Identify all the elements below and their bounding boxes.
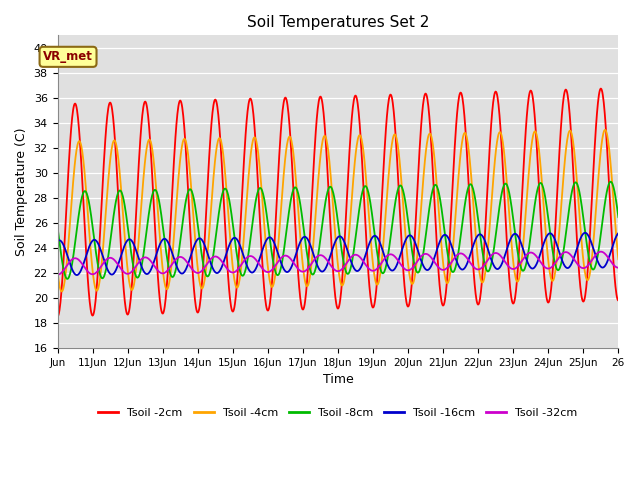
Title: Soil Temperatures Set 2: Soil Temperatures Set 2 [247,15,429,30]
Tsoil -2cm [492,89,499,95]
Tsoil -8cm [550,256,558,262]
Tsoil -16cm [581,230,589,236]
Tsoil -32cm [395,258,403,264]
Tsoil -16cm [116,258,124,264]
Tsoil -8cm [607,179,614,185]
Line: Tsoil -2cm: Tsoil -2cm [58,89,618,317]
Tsoil -32cm [550,262,558,267]
Tsoil -4cm [602,127,609,133]
Tsoil -2cm [614,298,622,303]
Tsoil -4cm [550,273,558,279]
Tsoil -2cm [395,185,403,191]
Tsoil -4cm [492,151,499,156]
Tsoil -16cm [141,270,149,276]
Tsoil -2cm [550,247,558,253]
Tsoil -2cm [597,86,605,92]
Tsoil -32cm [141,254,148,260]
X-axis label: Time: Time [323,373,353,386]
Tsoil -16cm [54,238,61,244]
Tsoil -32cm [492,250,499,256]
Tsoil -8cm [550,259,558,264]
Tsoil -4cm [614,256,622,262]
Tsoil -4cm [116,167,124,172]
Text: VR_met: VR_met [43,50,93,63]
Tsoil -8cm [614,214,622,220]
Tsoil -8cm [63,276,71,282]
Tsoil -16cm [550,236,558,241]
Tsoil -4cm [550,275,558,281]
Tsoil -2cm [141,99,148,105]
Tsoil -4cm [54,268,61,274]
Line: Tsoil -8cm: Tsoil -8cm [58,182,618,279]
Tsoil -32cm [614,265,622,271]
Tsoil -32cm [550,262,557,268]
Y-axis label: Soil Temperature (C): Soil Temperature (C) [15,127,28,256]
Legend: Tsoil -2cm, Tsoil -4cm, Tsoil -8cm, Tsoil -16cm, Tsoil -32cm: Tsoil -2cm, Tsoil -4cm, Tsoil -8cm, Tsoi… [94,403,582,422]
Line: Tsoil -4cm: Tsoil -4cm [58,130,618,291]
Line: Tsoil -16cm: Tsoil -16cm [58,233,618,275]
Tsoil -2cm [115,207,123,213]
Line: Tsoil -32cm: Tsoil -32cm [58,252,618,275]
Tsoil -4cm [141,156,149,162]
Tsoil -2cm [54,314,61,320]
Tsoil -8cm [492,234,499,240]
Tsoil -16cm [614,230,622,236]
Tsoil -16cm [396,256,403,262]
Tsoil -16cm [73,272,81,278]
Tsoil -8cm [396,184,403,190]
Tsoil -4cm [396,153,403,159]
Tsoil -8cm [54,224,61,230]
Tsoil -4cm [58,288,66,294]
Tsoil -32cm [115,263,123,269]
Tsoil -8cm [116,188,124,193]
Tsoil -2cm [550,255,557,261]
Tsoil -16cm [550,235,558,240]
Tsoil -16cm [492,265,499,271]
Tsoil -8cm [141,239,149,244]
Tsoil -32cm [597,249,605,254]
Tsoil -32cm [54,272,61,277]
